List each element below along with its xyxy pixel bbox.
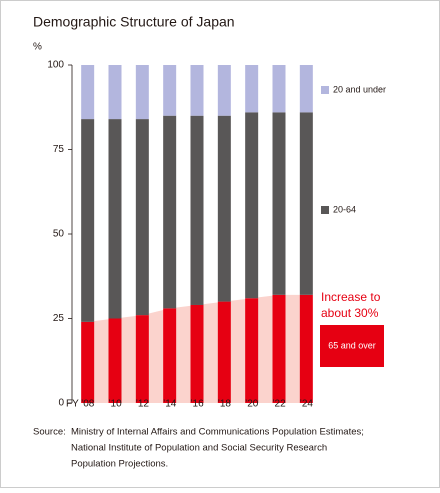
x-tick-label: ’10 xyxy=(108,399,122,410)
x-tick-label: ’16 xyxy=(190,399,204,410)
x-tick-label: ’20 xyxy=(245,399,259,410)
bar-segment xyxy=(163,115,177,309)
x-tick-label: ’24 xyxy=(300,399,314,410)
y-axis-label: % xyxy=(33,42,42,53)
bar-segment xyxy=(108,65,122,120)
bar-segment xyxy=(245,65,259,113)
x-tick-label: ’12 xyxy=(136,399,150,410)
bar-segment xyxy=(299,65,313,113)
bar-segment xyxy=(135,65,149,120)
source-label: Source: xyxy=(33,427,66,438)
y-tick-label: 25 xyxy=(53,313,65,324)
bar-segment xyxy=(190,304,204,403)
source-line: Ministry of Internal Affairs and Communi… xyxy=(71,427,364,438)
bar-segment xyxy=(81,65,95,120)
bar-segment xyxy=(245,298,259,403)
legend-label: 20-64 xyxy=(333,204,356,214)
bar-segment xyxy=(299,112,313,295)
annotation: about 30% xyxy=(321,306,379,320)
bar-segment xyxy=(135,119,149,316)
legend-swatch xyxy=(321,86,329,94)
bar-segment xyxy=(272,112,286,295)
source-line: National Institute of Population and Soc… xyxy=(71,443,327,454)
bar-segment xyxy=(217,65,231,116)
bar-segment xyxy=(299,294,313,403)
bar-segment xyxy=(272,65,286,113)
bar-segment xyxy=(108,318,122,403)
source-line: Population Projections. xyxy=(71,459,168,470)
x-tick-label: ’14 xyxy=(163,399,177,410)
bar-segment xyxy=(81,321,95,403)
y-tick-label: 75 xyxy=(53,144,65,155)
x-tick-label: ’22 xyxy=(272,399,286,410)
y-tick-label: 100 xyxy=(47,60,64,71)
bar-segment xyxy=(190,115,204,305)
legend-swatch xyxy=(321,206,329,214)
bar-segment xyxy=(217,115,231,302)
x-tick-label: ’08 xyxy=(81,399,95,410)
y-tick-label: 0 xyxy=(58,398,64,409)
bar-segment xyxy=(81,119,95,322)
x-axis-label: FY xyxy=(66,399,79,410)
bar-segment xyxy=(272,294,286,403)
bar-segment xyxy=(163,65,177,116)
legend-box xyxy=(320,325,384,367)
legend-label: 65 and over xyxy=(328,340,376,350)
y-tick-label: 50 xyxy=(53,229,65,240)
bar-segment xyxy=(108,119,122,319)
bar-segment xyxy=(245,112,259,299)
legend-label: 20 and under xyxy=(333,84,386,94)
chart-title: Demographic Structure of Japan xyxy=(33,14,235,30)
bar-segment xyxy=(163,308,177,403)
bar-segment xyxy=(135,315,149,403)
x-tick-label: ’18 xyxy=(218,399,232,410)
bar-segment xyxy=(190,65,204,116)
bar-segment xyxy=(217,301,231,403)
annotation: Increase to xyxy=(321,290,381,304)
